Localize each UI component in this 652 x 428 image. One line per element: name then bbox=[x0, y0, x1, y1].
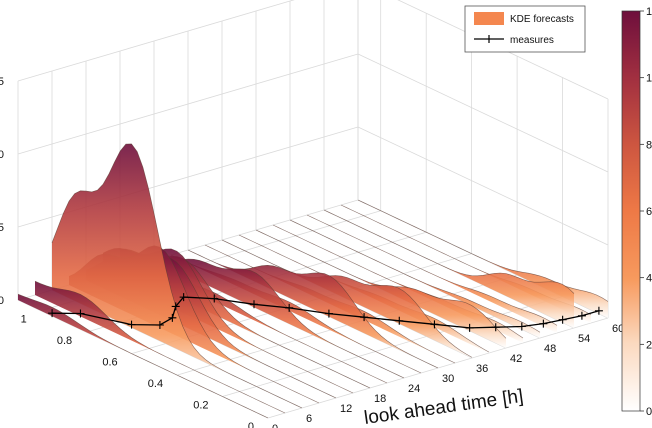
z-tick-label: 15 bbox=[0, 76, 4, 88]
grid-line bbox=[176, 274, 518, 376]
colorbar: 0 2 4 6 8 10 12 bbox=[621, 6, 652, 418]
z-tick-label: 5 bbox=[0, 222, 4, 234]
measures-marker bbox=[210, 294, 219, 303]
grid-line bbox=[17, 0, 295, 82]
colorbar-tick-label: 12 bbox=[646, 6, 652, 18]
x-tick-label: 0 bbox=[248, 421, 254, 428]
kde-ridge-line bbox=[221, 239, 473, 358]
measures-marker bbox=[168, 313, 177, 322]
axis-label-look-ahead: look ahead time [h] bbox=[363, 386, 525, 428]
x-tick-label: 1 bbox=[21, 314, 27, 326]
y-tick-label: 18 bbox=[374, 393, 386, 405]
colorbar-tick-label: 2 bbox=[646, 339, 652, 351]
colorbar-tick-label: 6 bbox=[646, 206, 652, 218]
axis-ticks: 0 5 10 15 1 0.8 0.6 0.4 0.2 0 0 6 12 18 24 30 36 42 48 54 60 bbox=[0, 76, 624, 428]
y-tick-label: 6 bbox=[306, 413, 312, 425]
y-tick-label: 12 bbox=[340, 403, 352, 415]
grid-line bbox=[17, 53, 359, 155]
measures-marker bbox=[360, 313, 369, 322]
measures-marker bbox=[539, 319, 548, 328]
y-tick-label: 54 bbox=[578, 333, 590, 345]
measures-marker bbox=[250, 300, 258, 309]
y-tick-label: 42 bbox=[510, 353, 522, 365]
kde-ridge-line bbox=[306, 214, 558, 326]
measures-marker bbox=[558, 315, 567, 324]
x-tick-label: 0.2 bbox=[193, 400, 208, 412]
measures-series bbox=[48, 293, 603, 332]
colorbar-tick-label: 0 bbox=[646, 406, 652, 418]
grid-line bbox=[357, 53, 609, 173]
z-tick-label: 10 bbox=[0, 149, 4, 161]
kde-slice-fill bbox=[35, 281, 285, 413]
kde-ridge-line bbox=[289, 219, 541, 333]
measures-marker bbox=[179, 293, 188, 302]
measures-marker bbox=[48, 309, 57, 318]
measures-marker bbox=[517, 322, 526, 331]
z-tick-label: 0 bbox=[0, 295, 4, 307]
colorbar-gradient bbox=[621, 10, 641, 412]
kde-ridge-line bbox=[17, 293, 269, 419]
legend-swatch-kde bbox=[474, 12, 504, 25]
y-tick-label: 36 bbox=[476, 363, 488, 375]
kde-ridge-line bbox=[51, 143, 303, 409]
kde-slice-fill bbox=[18, 294, 268, 418]
legend: KDE forecasts measures bbox=[464, 5, 586, 53]
x-tick-label: 0.8 bbox=[57, 335, 72, 347]
y-tick-label: 0 bbox=[272, 423, 278, 428]
measures-marker bbox=[430, 320, 439, 329]
measures-marker bbox=[577, 311, 586, 320]
colorbar-tick-label: 4 bbox=[646, 273, 652, 285]
legend-label-kde: KDE forecasts bbox=[510, 14, 574, 25]
measures-marker bbox=[127, 320, 136, 329]
colorbar-tick-label: 10 bbox=[646, 73, 652, 85]
measures-marker bbox=[491, 323, 500, 332]
kde-ridge-line bbox=[34, 280, 286, 414]
measures-marker bbox=[285, 303, 294, 312]
grid-line bbox=[357, 126, 609, 246]
measures-marker bbox=[594, 306, 603, 315]
measures-marker bbox=[76, 309, 85, 318]
kde-ridge-line bbox=[323, 209, 575, 294]
y-tick-label: 48 bbox=[544, 343, 556, 355]
measures-marker bbox=[395, 316, 404, 325]
kde-slice-fill bbox=[154, 258, 404, 378]
legend-label-measures: measures bbox=[510, 35, 554, 46]
colorbar-tick-label: 8 bbox=[646, 139, 652, 151]
kde-ridge-line bbox=[153, 258, 405, 379]
kde-ridge-line bbox=[357, 199, 609, 302]
y-tick-label: 30 bbox=[442, 373, 454, 385]
y-tick-label: 60 bbox=[612, 323, 624, 335]
measures-marker bbox=[155, 320, 164, 329]
kde-slice-fill bbox=[52, 143, 302, 408]
x-tick-label: 0.6 bbox=[102, 357, 117, 369]
measures-marker bbox=[324, 309, 333, 318]
kde-ridge-line bbox=[187, 249, 439, 369]
x-tick-label: 0.4 bbox=[148, 378, 163, 390]
y-tick-label: 24 bbox=[408, 383, 420, 395]
measures-marker bbox=[171, 302, 180, 311]
kde-surface bbox=[17, 143, 609, 419]
measures-marker bbox=[465, 323, 474, 332]
